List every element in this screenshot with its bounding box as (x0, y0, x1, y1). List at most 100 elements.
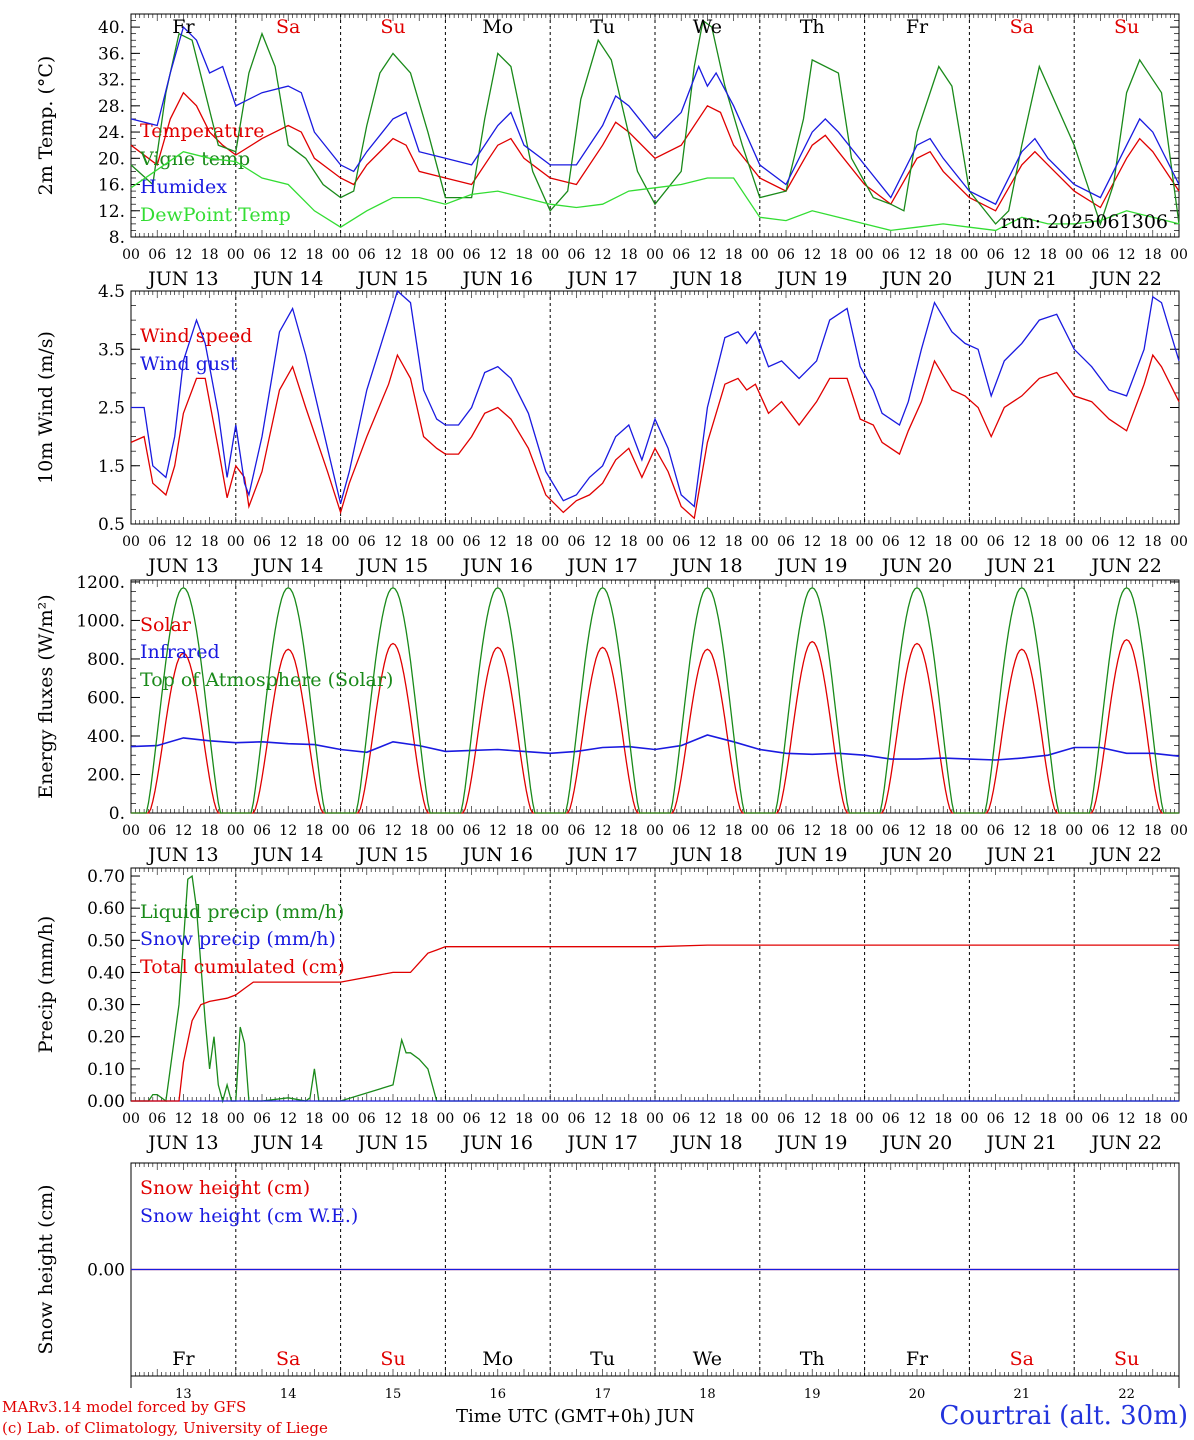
x-date-label: JUN 18 (670, 844, 742, 866)
day-abbrev-bottom: Su (380, 1348, 405, 1370)
x-date-label: JUN 19 (775, 1132, 847, 1154)
x-date-label: JUN 16 (461, 268, 533, 290)
legend-entry: Wind gust (140, 353, 238, 375)
series-line-total-cumulated-cm- (131, 944, 1179, 1102)
y-tick-label: 16. (98, 176, 125, 196)
x-hour-label: 18 (829, 823, 847, 839)
x-hour-label: 12 (489, 534, 507, 550)
x-hour-label: 12 (174, 247, 192, 263)
x-hour-label: 06 (253, 247, 271, 263)
legend-entry: Infrared (140, 641, 220, 663)
y-tick-label: 12. (98, 202, 125, 222)
x-hour-label: 18 (515, 247, 533, 263)
x-hour-label: 12 (698, 1111, 716, 1127)
x-date-label: JUN 17 (565, 1132, 637, 1154)
day-number-label: 21 (1014, 1387, 1031, 1402)
x-hour-label: 00 (436, 534, 454, 550)
x-hour-label: 18 (1144, 534, 1162, 550)
x-hour-label: 12 (908, 823, 926, 839)
model-credit: MARv3.14 model forced by GFS (2, 1398, 247, 1416)
y-tick-label: 0.10 (87, 1060, 125, 1080)
x-hour-label: 06 (358, 534, 376, 550)
x-hour-label: 00 (856, 1111, 874, 1127)
x-hour-label: 18 (725, 823, 743, 839)
x-hour-label: 18 (725, 1111, 743, 1127)
x-hour-label: 18 (934, 247, 952, 263)
x-hour-label: 00 (1065, 247, 1083, 263)
x-date-label: JUN 13 (146, 1132, 218, 1154)
x-hour-label: 18 (1039, 534, 1057, 550)
day-abbrev-bottom: Sa (1010, 1348, 1034, 1370)
x-hour-label: 12 (1013, 1111, 1031, 1127)
x-hour-label: 06 (1091, 534, 1109, 550)
series-line-infrared (130, 734, 1180, 761)
legend-entry: Total cumulated (cm) (140, 956, 345, 978)
x-hour-label: 06 (463, 247, 481, 263)
x-date-label: JUN 18 (670, 268, 742, 290)
x-hour-label: 12 (1013, 823, 1031, 839)
x-hour-label: 00 (332, 823, 350, 839)
x-hour-label: 00 (646, 823, 664, 839)
day-abbrev-bottom: Tu (590, 1348, 615, 1370)
x-hour-label: 00 (751, 1111, 769, 1127)
x-hour-label: 06 (253, 534, 271, 550)
legend-entry: Snow height (cm W.E.) (140, 1205, 358, 1227)
x-date-label: JUN 14 (251, 268, 323, 290)
day-abbrev-top: Th (800, 16, 825, 38)
y-tick-label: 800. (87, 650, 125, 670)
x-hour-label: 00 (227, 247, 245, 263)
x-hour-label: 06 (882, 823, 900, 839)
x-date-label: JUN 18 (670, 1132, 742, 1154)
x-hour-label: 12 (489, 247, 507, 263)
x-hour-label: 00 (541, 823, 559, 839)
day-abbrev-bottom: Fr (906, 1348, 929, 1370)
day-abbrev-top: Sa (1010, 16, 1034, 38)
legend-entry: Temperature (140, 120, 264, 142)
day-abbrev-top: Su (380, 16, 405, 38)
x-hour-label: 06 (148, 534, 166, 550)
y-axis-label: 10m Wind (m/s) (35, 331, 57, 484)
x-hour-label: 00 (960, 823, 978, 839)
x-date-label: JUN 22 (1089, 268, 1161, 290)
x-hour-label: 00 (960, 247, 978, 263)
x-hour-label: 18 (305, 823, 323, 839)
x-date-label: JUN 19 (775, 844, 847, 866)
day-number-label: 22 (1118, 1387, 1135, 1402)
x-hour-label: 18 (1039, 823, 1057, 839)
x-hour-label: 12 (279, 247, 297, 263)
x-date-label: JUN 21 (985, 844, 1057, 866)
x-hour-label: 12 (174, 1111, 192, 1127)
x-hour-label: 06 (987, 247, 1005, 263)
day-number-label: 18 (699, 1387, 716, 1402)
x-hour-label: 12 (803, 247, 821, 263)
x-hour-label: 00 (436, 247, 454, 263)
x-hour-label: 12 (594, 1111, 612, 1127)
x-hour-label: 18 (829, 247, 847, 263)
time-axis-title: Time UTC (GMT+0h) JUN (456, 1406, 695, 1427)
x-date-label: JUN 21 (985, 268, 1057, 290)
day-number-label: 15 (385, 1387, 402, 1402)
x-hour-label: 12 (279, 823, 297, 839)
x-hour-label: 00 (1065, 823, 1083, 839)
run-label: run: 2025061306 (1001, 211, 1168, 233)
x-date-label: JUN 21 (985, 555, 1057, 577)
x-date-label: JUN 18 (670, 555, 742, 577)
x-hour-label: 18 (934, 1111, 952, 1127)
x-hour-label: 00 (122, 1111, 140, 1127)
x-hour-label: 00 (856, 534, 874, 550)
x-date-label: JUN 13 (146, 555, 218, 577)
legend-entry: Solar (140, 614, 192, 636)
x-hour-label: 18 (934, 534, 952, 550)
day-abbrev-bottom: Sa (276, 1348, 300, 1370)
x-hour-label: 12 (803, 1111, 821, 1127)
x-hour-label: 00 (960, 534, 978, 550)
legend-entry: Liquid precip (mm/h) (140, 901, 344, 923)
x-hour-label: 00 (332, 1111, 350, 1127)
day-number-label: 16 (490, 1387, 507, 1402)
y-tick-label: 0.00 (87, 1092, 125, 1112)
x-date-label: JUN 22 (1089, 555, 1161, 577)
x-hour-label: 12 (279, 1111, 297, 1127)
day-number-label: 14 (280, 1387, 297, 1402)
day-abbrev-bottom: Mo (482, 1348, 513, 1370)
x-hour-label: 12 (174, 534, 192, 550)
